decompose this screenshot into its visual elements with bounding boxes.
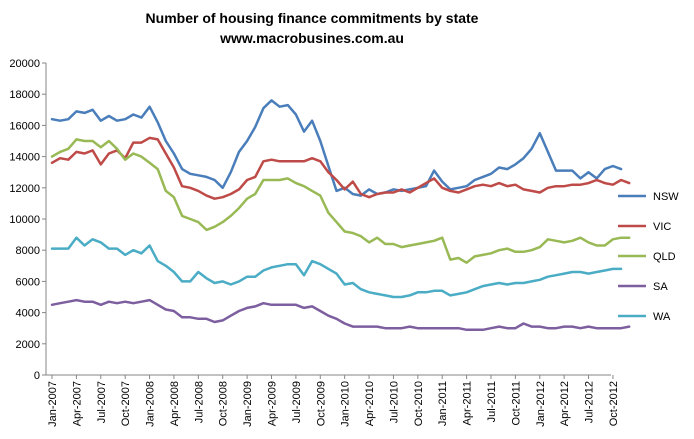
x-tick-label: Apr-2009: [266, 381, 278, 426]
x-tick-label: Oct-2008: [218, 381, 230, 426]
axes: 0 2000 4000 6000 8000 10000 12000 14000 16000 180…: [9, 58, 620, 427]
y-tick-label: 18000: [9, 89, 40, 101]
y-tick-label: 14000: [9, 152, 40, 164]
x-tick-label: Apr-2007: [71, 381, 83, 426]
x-tick-label: Jul-2010: [388, 381, 400, 423]
x-tick-label: Jul-2012: [584, 381, 596, 423]
y-tick-label: 10000: [9, 214, 40, 226]
series-line-sa: [50, 298, 631, 332]
legend-label-sa: SA: [653, 281, 668, 293]
x-tick-label: Jan-2010: [340, 381, 352, 427]
legend-label-vic: VIC: [653, 221, 671, 233]
chart-title: Number of housing finance commitments by…: [146, 10, 479, 26]
legend-label-qld: QLD: [653, 251, 676, 263]
y-tick-label: 6000: [16, 276, 40, 288]
x-tick-label: Apr-2010: [364, 381, 376, 426]
x-tick-label: Jan-2009: [242, 381, 254, 427]
legend-label-wa: WA: [653, 311, 671, 323]
x-tick-label: Jul-2009: [291, 381, 303, 423]
x-tick-label: Jan-2007: [47, 381, 59, 427]
y-tick-label: 16000: [9, 120, 40, 132]
x-tick-label: Oct-2012: [608, 381, 620, 426]
y-tick-label: 4000: [16, 308, 40, 320]
x-tick-label: Oct-2011: [510, 381, 522, 425]
series-line-nsw: [50, 99, 623, 197]
chart-subtitle: www.macrobusines.com.au: [219, 30, 404, 46]
y-tick-label: 20000: [9, 58, 40, 70]
x-tick-label: Jan-2012: [535, 381, 547, 427]
x-tick-label: Jan-2011: [437, 381, 449, 426]
x-tick-label: Jul-2008: [193, 381, 205, 423]
y-tick-label: 2000: [16, 339, 40, 351]
x-tick-label: Jul-2007: [96, 381, 108, 423]
x-tick-label: Oct-2007: [120, 381, 132, 426]
y-tick-label: 12000: [9, 183, 40, 195]
x-tick-label: Jul-2011: [486, 381, 498, 422]
x-tick-label: Apr-2011: [462, 381, 474, 425]
plot-area: [50, 99, 631, 332]
series-line-vic: [50, 136, 631, 200]
legend: NSW VIC QLD SA WA: [618, 191, 679, 323]
x-tick-label: Apr-2012: [559, 381, 571, 426]
series-line-wa: [50, 236, 623, 299]
y-tick-label: 0: [34, 370, 40, 382]
x-tick-label: Apr-2008: [169, 381, 181, 426]
y-tick-label: 8000: [16, 245, 40, 257]
x-tick-label: Oct-2009: [315, 381, 327, 426]
x-tick-label: Oct-2010: [413, 381, 425, 426]
x-tick-label: Jan-2008: [145, 381, 157, 427]
legend-label-nsw: NSW: [653, 191, 679, 203]
series-line-qld: [50, 138, 631, 264]
